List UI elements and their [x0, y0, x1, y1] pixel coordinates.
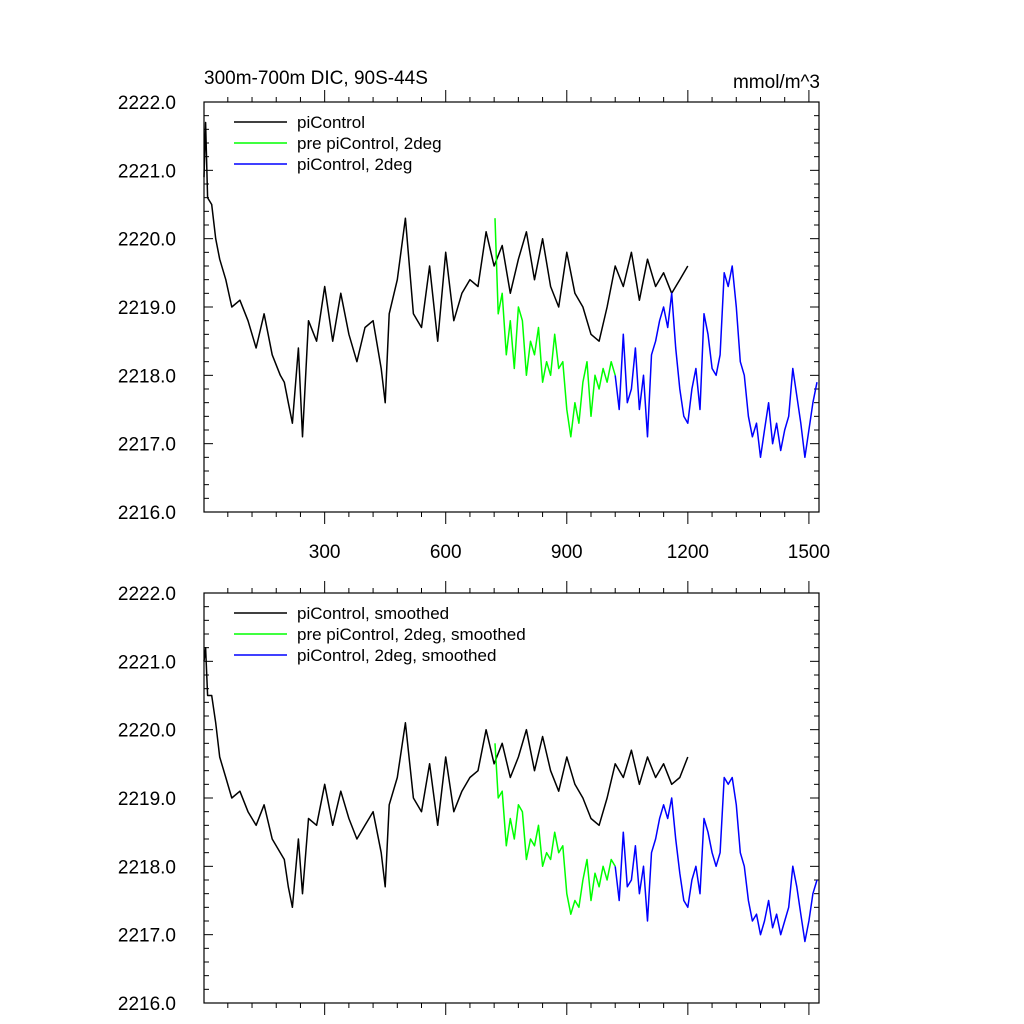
y-tick-labels: 2216.0 2217.0 2218.0 2219.0 2220.0 2221.0 2222… [118, 584, 176, 1015]
x-tick-label: 900 [551, 542, 583, 563]
y-tick-label: 2221.0 [118, 161, 176, 182]
y-tick-label: 2221.0 [118, 652, 176, 673]
series-layer [203, 646, 818, 943]
y-tick-label: 2220.0 [118, 230, 176, 251]
panel-bottom: 2216.0 2217.0 2218.0 2219.0 2220.0 2221.0 2222… [118, 581, 820, 1015]
y-tick-labels: 2216.0 2217.0 2218.0 2219.0 2220.0 2221.0 2222… [118, 93, 176, 524]
x-tick-labels: 300 600 900 1200 1500 [309, 542, 830, 563]
legend: piControl, smoothed pre piControl, 2deg, … [234, 604, 526, 665]
y-tick-label: 2222.0 [118, 93, 176, 114]
series-line-picontrol-smoothed [203, 646, 689, 909]
legend-label-picontrol-2deg: piControl, 2deg [297, 155, 412, 174]
legend-label-picontrol: piControl [297, 113, 365, 132]
y-tick-label: 2219.0 [118, 298, 176, 319]
y-tick-label: 2216.0 [118, 994, 176, 1015]
series-line-pre-picontrol-2deg [494, 218, 616, 438]
y-tick-label: 2217.0 [118, 926, 176, 947]
series-line-pre-picontrol-2deg-smoothed [494, 743, 616, 915]
x-tick-label: 1200 [667, 542, 709, 563]
legend-label-picontrol-smoothed: piControl, smoothed [297, 604, 449, 623]
units-label: mmol/m^3 [733, 72, 820, 93]
chart-title: 300m-700m DIC, 90S-44S [204, 68, 428, 89]
y-tick-label: 2218.0 [118, 857, 176, 878]
y-tick-label: 2222.0 [118, 584, 176, 605]
y-tick-label: 2217.0 [118, 435, 176, 456]
legend-label-pre-picontrol-2deg-smoothed: pre piControl, 2deg, smoothed [297, 625, 526, 644]
series-layer [203, 121, 818, 459]
tick-layer [204, 581, 819, 1015]
plot-frame [203, 592, 820, 1004]
x-tick-label: 300 [309, 542, 341, 563]
y-tick-label: 2216.0 [118, 503, 176, 524]
series-line-picontrol [203, 121, 689, 438]
series-line-picontrol-2deg-smoothed [614, 776, 818, 943]
legend-label-pre-picontrol-2deg: pre piControl, 2deg [297, 134, 442, 153]
x-tick-label: 600 [430, 542, 462, 563]
legend-label-picontrol-2deg-smoothed: piControl, 2deg, smoothed [297, 646, 496, 665]
series-line-picontrol-2deg [614, 265, 818, 459]
legend: piControl pre piControl, 2deg piControl, 2… [234, 113, 442, 174]
x-tick-label: 1500 [788, 542, 830, 563]
y-tick-label: 2218.0 [118, 366, 176, 387]
panel-top: 300m-700m DIC, 90S-44S mmol/m^3 2216.022… [118, 68, 830, 563]
y-tick-label: 2220.0 [118, 721, 176, 742]
y-tick-label: 2219.0 [118, 789, 176, 810]
plot-frame [203, 101, 820, 513]
